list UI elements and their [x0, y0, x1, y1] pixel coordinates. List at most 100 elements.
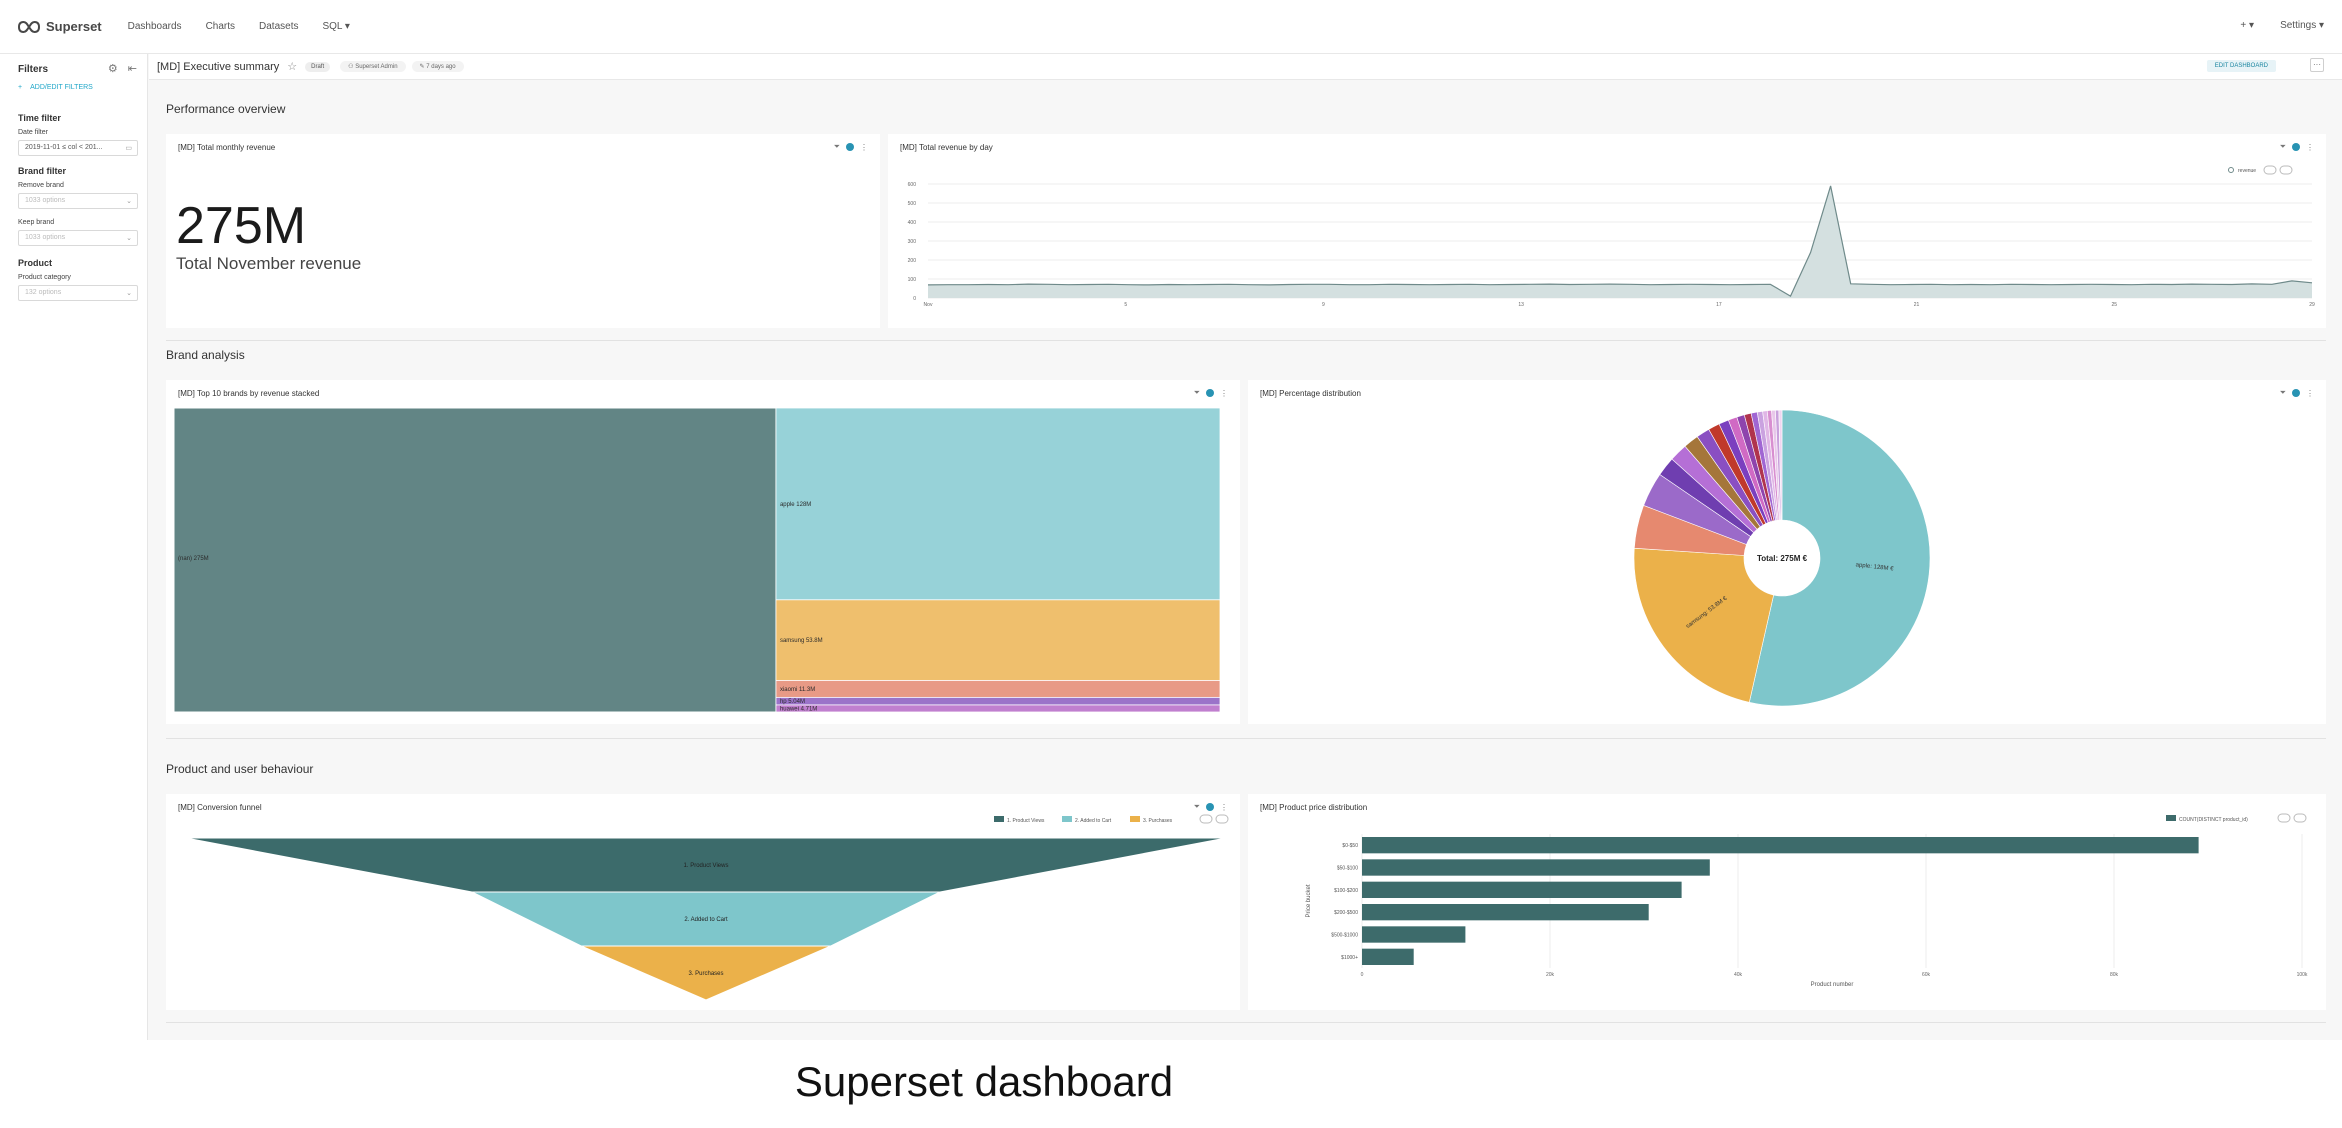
superset-logo[interactable]: Superset [18, 19, 102, 34]
remove-brand-select[interactable]: 1033 options ⌄ [18, 193, 138, 209]
new-plus-menu[interactable]: + ▾ [2240, 20, 2255, 31]
y-tick-label: $1000+ [1341, 955, 1358, 961]
treemap-tile-label: apple 128M [780, 502, 811, 508]
filter-funnel-icon[interactable]: ⏷ [1193, 802, 1200, 811]
legend-label: 2. Added to Cart [1075, 818, 1112, 824]
price-bar [1362, 948, 1414, 965]
filter-funnel-icon[interactable]: ⏷ [2279, 142, 2286, 151]
y-tick-label: 200 [908, 258, 917, 264]
filter-funnel-icon[interactable]: ⏷ [1193, 388, 1200, 397]
x-tick-label: 21 [1914, 302, 1920, 308]
y-tick-label: $100-$200 [1334, 888, 1358, 894]
product-category-placeholder: 132 options [25, 289, 62, 296]
superset-infinity-icon [18, 20, 40, 33]
info-dot-icon[interactable] [1206, 389, 1214, 397]
x-tick-label: 40k [1734, 972, 1743, 978]
brand-pie-chart[interactable]: apple: 128M €samsung: 53.8M €Total: 275M… [1248, 380, 2326, 724]
filter-funnel-icon[interactable]: ⏷ [833, 142, 840, 151]
info-dot-icon[interactable] [2292, 143, 2300, 151]
keep-brand-select[interactable]: 1033 options ⌄ [18, 230, 138, 246]
info-dot-icon[interactable] [1206, 803, 1214, 811]
treemap-tile-label: hp 5.04M [780, 699, 805, 705]
big-number-subtitle: Total November revenue [176, 254, 362, 273]
add-edit-filters-button[interactable]: + ADD/EDIT FILTERS [18, 84, 137, 91]
chart-title: [MD] Product price distribution [1260, 803, 1368, 812]
calendar-icon: ▭ [125, 145, 132, 152]
x-tick-label: 100k [2297, 972, 2308, 978]
legend-swatch [2166, 815, 2176, 821]
pie-slice [1778, 409, 1783, 521]
treemap-tile [173, 407, 777, 713]
x-axis-label: Product number [1811, 982, 1854, 988]
info-dot-icon[interactable] [2292, 389, 2300, 397]
series-area-revenue [928, 185, 2312, 298]
pie-total-label: Total: 275M € [1757, 554, 1808, 563]
y-tick-label: $50-$100 [1337, 866, 1358, 872]
price-distribution-bar-chart[interactable]: 0 20k 40k 60k 80k 100k $0-$50 $50-$100 $100-$200… [1248, 794, 2326, 1010]
x-tick-label: 17 [1716, 302, 1722, 308]
brand-treemap[interactable]: (nan) 275M apple 128M samsung 53.8M xiaomi … [166, 380, 1240, 724]
legend-nav-button [2279, 165, 2293, 175]
date-filter-input[interactable]: 2019-11-01 ≤ col < 201... ▭ [18, 140, 138, 156]
chart-menu-icon[interactable]: ⋮ [2306, 142, 2314, 152]
chart-title: [MD] Total monthly revenue [178, 143, 276, 152]
edit-dashboard-button[interactable]: EDIT DASHBOARD [2206, 60, 2276, 72]
modified-badge: ✎ 7 days ago [411, 61, 464, 72]
dashboard-header: [MD] Executive summary ☆ Draft ⚇ Superse… [149, 54, 2342, 80]
settings-menu[interactable]: Settings ▾ [2280, 20, 2324, 31]
chart-menu-icon[interactable]: ⋮ [2306, 388, 2314, 398]
nav-charts[interactable]: Charts [205, 21, 236, 32]
filter-group-title: Product [18, 258, 53, 268]
dashboard-title[interactable]: [MD] Executive summary [157, 60, 280, 73]
date-filter-value: 2019-11-01 ≤ col < 201... [25, 144, 103, 151]
chart-menu-icon[interactable]: ⋮ [1220, 388, 1228, 398]
keep-brand-placeholder: 1033 options [25, 234, 66, 241]
nav-datasets[interactable]: Datasets [259, 21, 299, 32]
y-tick-label: 300 [908, 239, 917, 245]
nav-sql-menu[interactable]: SQL ▾ [322, 21, 350, 32]
x-tick-label: 13 [1518, 302, 1524, 308]
nav-dashboards[interactable]: Dashboards [127, 21, 182, 32]
x-tick-label: 25 [2112, 302, 2118, 308]
draft-badge[interactable]: Draft [305, 61, 331, 72]
collapse-sidebar-icon[interactable]: ⇤ [127, 63, 137, 75]
filter-group-title: Brand filter [18, 166, 67, 176]
treemap-tile-label: (nan) 275M [178, 556, 209, 562]
remove-brand-label: Remove brand [18, 182, 64, 189]
treemap-tile [775, 599, 1221, 681]
user-icon: ⚇ [348, 64, 356, 70]
legend-nav-button [1199, 814, 1213, 824]
chart-menu-icon[interactable]: ⋮ [1220, 802, 1228, 812]
chart-menu-icon[interactable]: ⋮ [860, 142, 868, 152]
info-dot-icon[interactable] [846, 143, 854, 151]
pie-slice-label: apple: 128M € [1855, 562, 1894, 572]
date-filter-label: Date filter [18, 129, 48, 136]
y-tick-label: 500 [908, 201, 917, 207]
legend-swatch [994, 816, 1004, 822]
chevron-down-icon: ⌄ [126, 290, 132, 297]
add-edit-filters-label: ADD/EDIT FILTERS [30, 84, 93, 91]
x-tick-label: 5 [1124, 302, 1127, 308]
treemap-tile [775, 696, 1221, 706]
big-number-value: 275M [176, 197, 307, 255]
price-bar [1362, 926, 1466, 943]
treemap-tile [775, 407, 1221, 601]
pie-slice [1633, 547, 1774, 703]
card-price-distribution: [MD] Product price distribution 0 20k 40k 6… [1248, 794, 2326, 1010]
filter-settings-gear-icon[interactable]: ⚙ [107, 63, 118, 75]
y-tick-label: $500-$1000 [1331, 933, 1358, 939]
top-navbar: Superset Dashboards Charts Datasets SQL … [0, 0, 2342, 54]
conversion-funnel-chart[interactable]: 1. Product Views 2. Added to Cart 3. Purch… [166, 794, 1240, 1010]
revenue-line-chart[interactable]: 0 100 200 300 400 500 600 Nov 5 9 13 17 21 25 29 revenu… [888, 134, 2326, 328]
filter-funnel-icon[interactable]: ⏷ [2279, 388, 2286, 397]
owner-name: Superset Admin [355, 64, 398, 70]
y-tick-label: 600 [908, 182, 917, 188]
filters-title: Filters [18, 63, 49, 75]
product-category-select[interactable]: 132 options ⌄ [18, 285, 138, 301]
favorite-star-icon[interactable]: ☆ [287, 61, 298, 73]
legend-nav-button [1215, 814, 1229, 824]
more-options-button[interactable]: ··· [2310, 58, 2324, 72]
card-revenue-by-day: [MD] Total revenue by day ⏷ ⋮ 0 100 200 300… [888, 134, 2326, 328]
card-conversion-funnel: [MD] Conversion funnel ⏷ ⋮ 1. Product Vi… [166, 794, 1240, 1010]
section-title-performance: Performance overview [166, 102, 286, 116]
